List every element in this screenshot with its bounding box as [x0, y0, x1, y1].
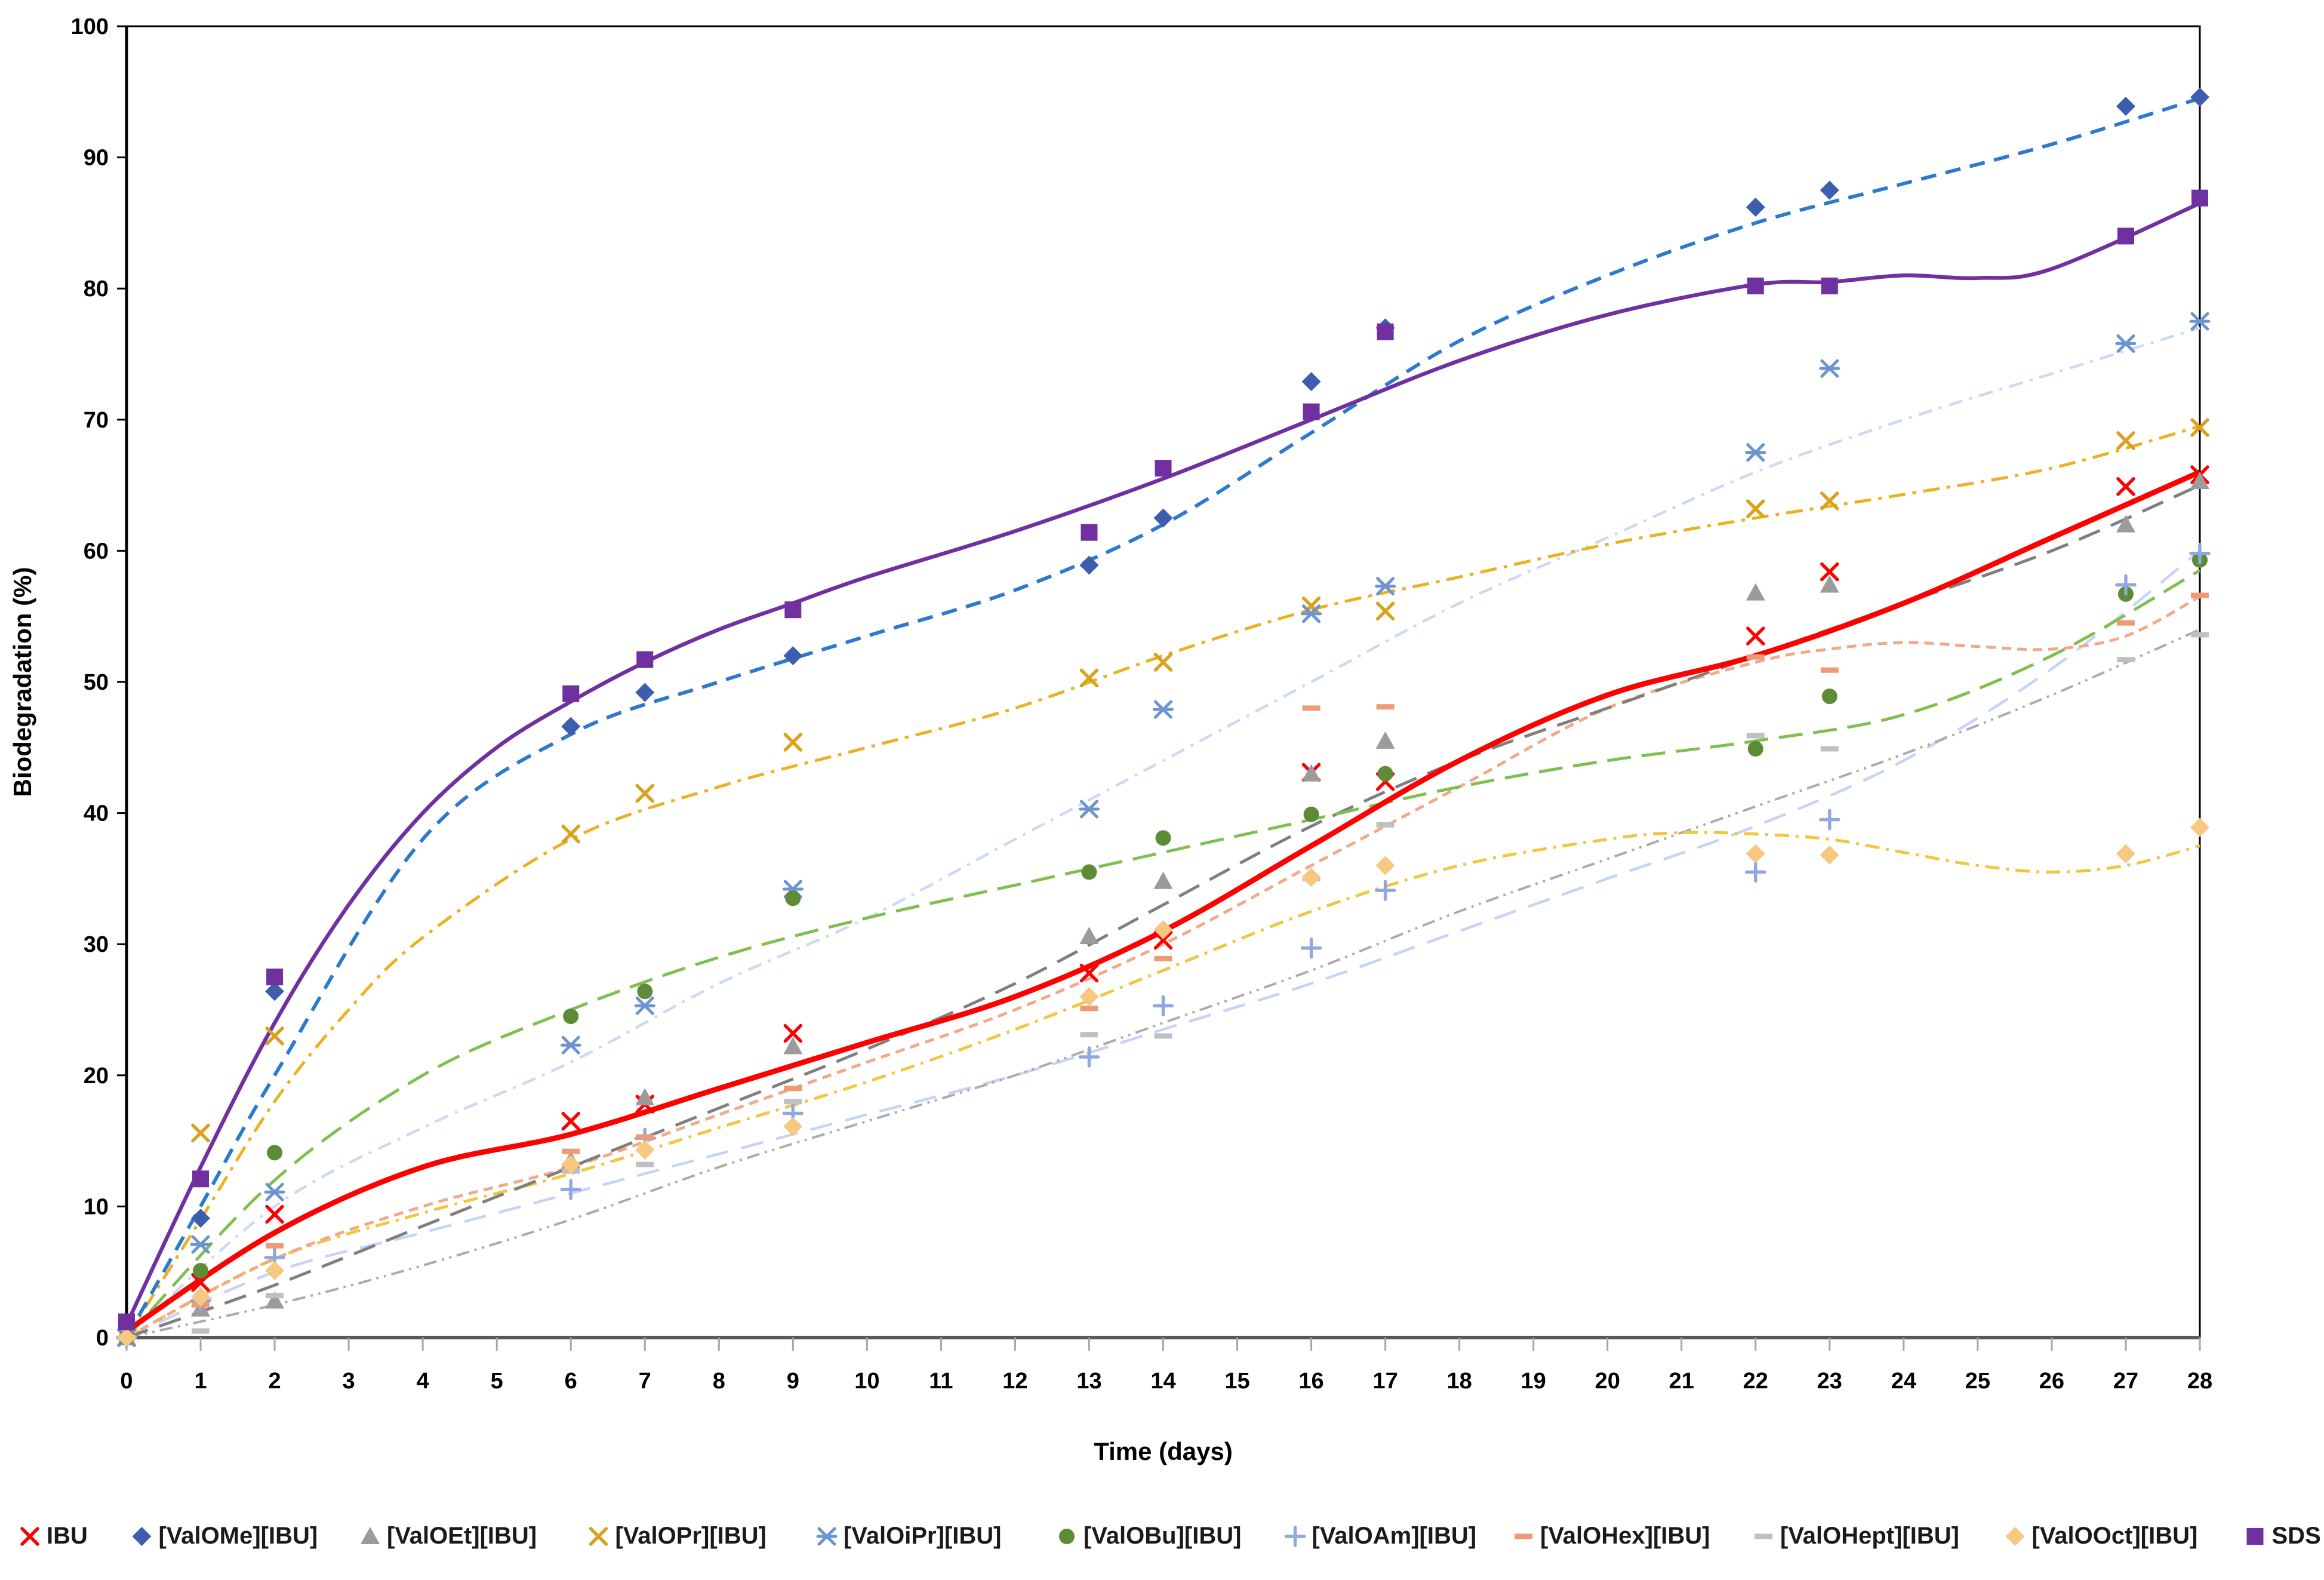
- x-tick-label: 14: [1150, 1369, 1175, 1394]
- legend-label[interactable]: [ValOEt][IBU]: [387, 1523, 537, 1549]
- series-[ValOBu][IBU]: [119, 552, 2208, 1345]
- legend-label[interactable]: IBU: [47, 1523, 88, 1549]
- legend-label[interactable]: [ValOHept][IBU]: [1780, 1523, 1959, 1549]
- x-tick-label: 16: [1298, 1369, 1323, 1394]
- y-tick-label: 100: [71, 14, 109, 39]
- trend-SDS: [125, 201, 2201, 1326]
- data-points: [116, 87, 2211, 1348]
- y-tick-label: 60: [84, 539, 109, 564]
- trend-[ValOHex][IBU]: [125, 595, 2201, 1339]
- y-tick-label: 50: [84, 670, 109, 695]
- x-tick-label: 18: [1447, 1369, 1472, 1394]
- legend: IBU [ValOMe][IBU] [ValOEt][IBU] [ValOPr][IB…: [20, 1523, 2321, 1549]
- y-tick-label: 40: [84, 801, 109, 826]
- legend-label[interactable]: SDS: [2272, 1523, 2321, 1549]
- x-tick-label: 12: [1002, 1369, 1027, 1394]
- x-tick-label: 3: [343, 1369, 355, 1394]
- x-tick-label: 13: [1076, 1369, 1101, 1394]
- x-tick-label: 15: [1224, 1369, 1249, 1394]
- series-SDS: [118, 189, 2208, 1330]
- x-tick-label: 23: [1817, 1369, 1842, 1394]
- trend-IBU: [125, 469, 2201, 1333]
- y-tick-label: 30: [84, 932, 109, 957]
- x-axis-title: Time (days): [1094, 1437, 1233, 1465]
- x-tick-labels: 0 1 2 3 4 5 6 7 8 9 10 11 12 13 14 15 16 17 18 19 20 21 22 23 24…: [120, 1338, 2212, 1394]
- x-tick-label: 6: [565, 1369, 577, 1394]
- y-tick-labels: 0 10 20 30 40 50 60 70 80 90 100: [71, 14, 127, 1351]
- x-tick-label: 10: [854, 1369, 879, 1394]
- series-[ValOOct][IBU]: [117, 817, 2209, 1347]
- y-tick-label: 70: [84, 408, 109, 433]
- series-[ValOPr][IBU]: [117, 418, 2209, 1347]
- x-tick-label: 1: [194, 1369, 207, 1394]
- x-tick-label: 20: [1595, 1369, 1620, 1394]
- legend-label[interactable]: [ValOiPr][IBU]: [844, 1523, 1001, 1549]
- trend-[ValOOct][IBU]: [125, 831, 2200, 1339]
- legend-label[interactable]: [ValOPr][IBU]: [615, 1523, 767, 1549]
- x-tick-label: 26: [2039, 1369, 2064, 1394]
- x-tick-label: 2: [269, 1369, 281, 1394]
- y-tick-label: 80: [84, 276, 109, 302]
- legend-label[interactable]: [ValOBu][IBU]: [1083, 1523, 1241, 1549]
- series-[ValOHex][IBU]: [118, 592, 2209, 1341]
- series-[ValOHept][IBU]: [118, 632, 2209, 1341]
- legend-label[interactable]: [ValOAm][IBU]: [1312, 1523, 1477, 1549]
- y-tick-label: 90: [84, 146, 109, 171]
- x-tick-label: 28: [2187, 1369, 2212, 1394]
- x-tick-label: 21: [1669, 1369, 1694, 1394]
- x-tick-label: 7: [639, 1369, 651, 1394]
- legend-label[interactable]: [ValOOct][IBU]: [2032, 1523, 2198, 1549]
- y-tick-label: 20: [84, 1063, 109, 1089]
- x-tick-label: 19: [1521, 1369, 1546, 1394]
- legend-label[interactable]: [ValOHex][IBU]: [1540, 1523, 1710, 1549]
- series-[ValOEt][IBU]: [117, 472, 2209, 1345]
- y-tick-label: 10: [84, 1194, 109, 1219]
- plot-border: [125, 25, 2201, 1339]
- trend-[ValOiPr][IBU]: [125, 326, 2200, 1339]
- trend-[ValOPr][IBU]: [125, 425, 2200, 1339]
- legend-label[interactable]: [ValOMe][IBU]: [159, 1523, 318, 1549]
- x-tick-label: 24: [1891, 1369, 1916, 1394]
- x-tick-label: 27: [2113, 1369, 2138, 1394]
- x-tick-label: 25: [1965, 1369, 1990, 1394]
- x-tick-label: 22: [1743, 1369, 1768, 1394]
- trend-[ValOBu][IBU]: [125, 569, 2201, 1339]
- trend-[ValOAm][IBU]: [126, 549, 2201, 1339]
- x-tick-label: 9: [787, 1369, 799, 1394]
- x-tick-label: 11: [929, 1369, 953, 1394]
- x-tick-label: 8: [713, 1369, 725, 1394]
- x-tick-label: 5: [491, 1369, 503, 1394]
- x-tick-label: 0: [120, 1369, 133, 1394]
- x-tick-label: 4: [417, 1369, 429, 1394]
- trend-lines: [125, 96, 2201, 1339]
- x-tick-label: 17: [1372, 1369, 1398, 1394]
- trend-[ValOHept][IBU]: [126, 628, 2200, 1339]
- y-tick-label: 0: [96, 1326, 109, 1351]
- y-axis-title: Biodegradation (%): [8, 567, 36, 797]
